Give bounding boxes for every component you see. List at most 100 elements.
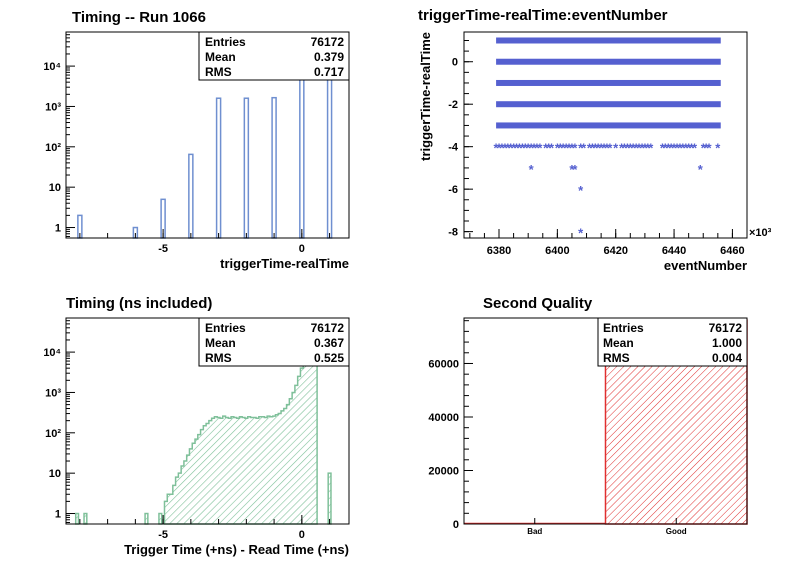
scatter-point: * xyxy=(683,141,689,156)
scatter-point: * xyxy=(701,141,707,156)
y-tick-label: 10⁴ xyxy=(43,61,61,73)
histogram-bin xyxy=(327,472,332,525)
scatter-point: * xyxy=(692,141,698,156)
stat-mean-label: Mean xyxy=(205,336,236,350)
scatter-point: * xyxy=(529,141,535,156)
stat-entries-label: Entries xyxy=(205,35,246,49)
timing-run-title: Timing -- Run 1066 xyxy=(72,9,206,26)
scatter-point: * xyxy=(593,141,599,156)
trigger-vs-event-title: triggerTime-realTime:eventNumber xyxy=(418,7,668,24)
scatter-point: * xyxy=(561,141,567,156)
stat-entries-value: 76172 xyxy=(311,321,345,335)
stat-mean-value: 0.379 xyxy=(314,50,344,64)
stat-entries-label: Entries xyxy=(205,321,246,335)
scatter-point: * xyxy=(537,141,543,156)
scatter-point: * xyxy=(604,141,610,156)
scatter-point: * xyxy=(494,141,500,156)
trigger-vs-event-xlabel: eventNumber xyxy=(664,258,747,273)
x-multiplier: ×10³ xyxy=(749,227,772,239)
stat-entries-label: Entries xyxy=(603,321,644,335)
histogram-bar xyxy=(243,97,250,239)
scatter-point: * xyxy=(639,141,645,156)
y-tick-label: 20000 xyxy=(428,465,459,477)
scatter-point: * xyxy=(672,141,678,156)
scatter-point: * xyxy=(564,141,570,156)
scatter-point: * xyxy=(689,141,695,156)
scatter-point: * xyxy=(704,141,710,156)
scatter-point: * xyxy=(578,141,584,156)
x-tick-label: 0 xyxy=(299,243,305,255)
scatter-point: * xyxy=(587,141,593,156)
timing-run-stats-box: Entries 76172 Mean 0.379 RMS 0.717 xyxy=(198,31,350,81)
stat-entries-value: 76172 xyxy=(311,35,345,49)
x-tick-label: -5 xyxy=(158,243,168,255)
stat-mean-label: Mean xyxy=(205,50,236,64)
y-tick-label: 10⁴ xyxy=(43,347,61,359)
scatter-point: * xyxy=(677,141,683,156)
timing-ns-xlabel: Trigger Time (+ns) - Read Time (+ns) xyxy=(124,542,349,557)
timing-ns-title: Timing (ns included) xyxy=(66,295,212,312)
histogram-bin xyxy=(144,512,149,525)
scatter-point: * xyxy=(660,141,666,156)
timing-run-xlabel: triggerTime-realTime xyxy=(220,256,349,271)
y-tick-label: 0 xyxy=(452,57,458,69)
scatter-point: * xyxy=(628,141,634,156)
scatter-point: * xyxy=(619,141,625,156)
stat-rms-label: RMS xyxy=(603,351,630,365)
scatter-point: * xyxy=(637,141,643,156)
second-quality-title: Second Quality xyxy=(483,295,593,312)
second-quality-panel: Second Quality Bad Good 0 20000 40000 60000 E… xyxy=(428,295,748,536)
scatter-point: * xyxy=(578,226,584,241)
scatter-point: * xyxy=(607,141,613,156)
scatter-point: * xyxy=(572,162,578,177)
scatter-point: * xyxy=(523,141,529,156)
scatter-point: * xyxy=(549,141,555,156)
scatter-band xyxy=(496,122,721,129)
scatter-point: * xyxy=(502,141,508,156)
y-tick-label: -6 xyxy=(448,184,458,196)
x-tick-label: 6420 xyxy=(603,245,627,257)
y-tick-label: 10 xyxy=(49,182,61,194)
scatter-point: * xyxy=(558,141,564,156)
scatter-point: * xyxy=(531,141,537,156)
scatter-point: * xyxy=(546,141,552,156)
scatter-point: * xyxy=(663,141,669,156)
histogram-bin xyxy=(74,512,80,525)
histogram-bar xyxy=(215,97,222,239)
scatter-point: * xyxy=(505,141,511,156)
scatter-point: * xyxy=(680,141,686,156)
scatter-point: * xyxy=(578,183,584,198)
scatter-point: * xyxy=(622,141,628,156)
scatter-point: * xyxy=(511,141,517,156)
scatter-point: * xyxy=(555,141,561,156)
scatter-point: * xyxy=(715,141,721,156)
trigger-vs-event-frame xyxy=(463,31,748,239)
x-tick-label: 0 xyxy=(299,529,305,541)
y-tick-label: 60000 xyxy=(428,358,459,370)
stat-entries-value: 76172 xyxy=(709,321,743,335)
y-tick-label: 10² xyxy=(45,142,61,154)
scatter-point: * xyxy=(496,141,502,156)
stat-rms-value: 0.717 xyxy=(314,65,344,79)
stat-mean-value: 1.000 xyxy=(712,336,742,350)
trigger-vs-event-panel: triggerTime-realTime:eventNumber *******… xyxy=(418,7,772,273)
x-tick-label: 6460 xyxy=(720,245,744,257)
scatter-point: * xyxy=(596,141,602,156)
x-tick-label: -5 xyxy=(158,529,168,541)
x-category-label: Good xyxy=(666,527,687,536)
scatter-band xyxy=(496,58,721,65)
scatter-point: * xyxy=(645,141,651,156)
scatter-band xyxy=(496,37,721,44)
scatter-point: * xyxy=(698,162,704,177)
y-tick-label: 1 xyxy=(55,223,61,235)
scatter-point: * xyxy=(674,141,680,156)
scatter-band xyxy=(496,101,721,108)
y-tick-label: -8 xyxy=(448,227,458,239)
x-tick-label: 6440 xyxy=(662,245,686,257)
scatter-point: * xyxy=(648,141,654,156)
histogram-bin xyxy=(83,512,88,525)
histogram-area xyxy=(163,319,318,525)
scatter-point: * xyxy=(499,141,505,156)
scatter-point: * xyxy=(666,141,672,156)
